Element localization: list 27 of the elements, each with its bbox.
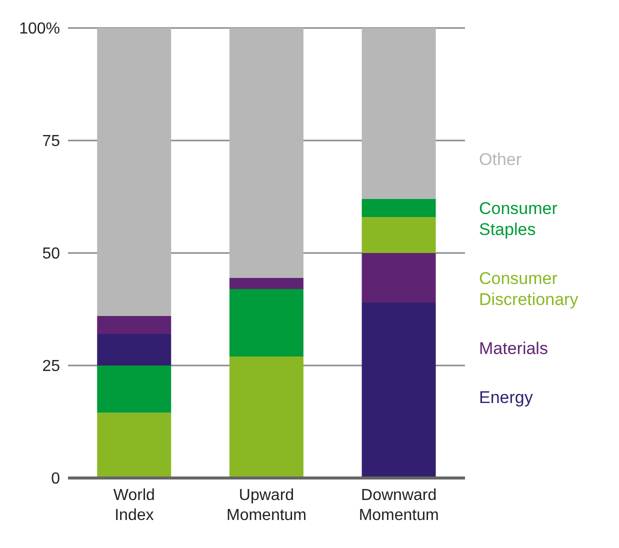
bar	[229, 289, 304, 356]
x-tick-label: Upward Momentum	[226, 487, 307, 524]
bar	[362, 302, 436, 478]
x-tick-label: World Index	[113, 487, 155, 524]
x-tick-label: Downward Momentum	[358, 487, 439, 524]
y-tick-label: 75	[42, 133, 60, 150]
bar	[229, 28, 304, 278]
bar	[229, 356, 304, 478]
bar	[97, 28, 172, 316]
bar	[229, 278, 304, 289]
y-tick-label: 50	[42, 246, 60, 263]
bar	[97, 366, 172, 413]
y-tick-label: 0	[51, 470, 60, 488]
text: Materials	[479, 338, 549, 358]
bar	[362, 217, 436, 253]
bar	[362, 253, 436, 302]
y-tick-label: 25	[42, 358, 60, 376]
bar	[97, 316, 172, 334]
bar	[97, 412, 172, 478]
text: Energy	[479, 386, 534, 408]
text: Consumer Staples	[479, 198, 558, 240]
text: Consumer Discretionary	[479, 268, 580, 310]
y-tick-label: 100%	[19, 20, 60, 38]
bar	[97, 334, 172, 366]
text: Other	[479, 148, 523, 170]
bar	[362, 28, 436, 199]
bar	[362, 199, 436, 217]
